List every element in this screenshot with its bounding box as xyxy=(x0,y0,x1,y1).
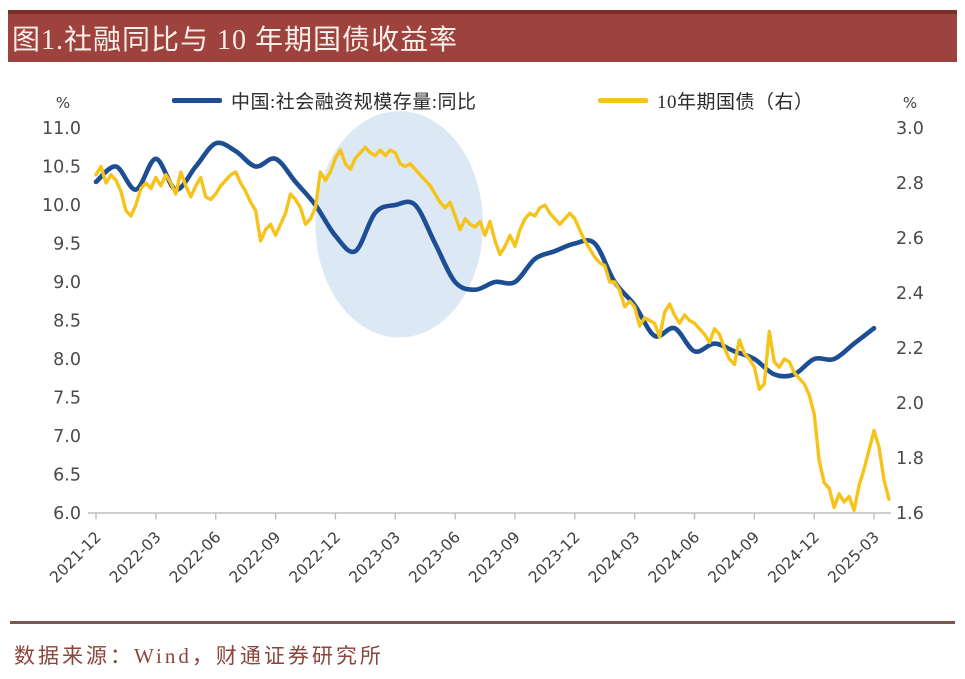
right-axis-unit: % xyxy=(903,94,917,112)
highlight-ellipse xyxy=(315,111,484,338)
x-axis-tick-label: 2023-12 xyxy=(525,528,584,587)
left-axis-tick-label: 10.5 xyxy=(42,158,81,178)
left-axis-tick-label: 6.5 xyxy=(53,466,81,486)
left-axis-tick-label: 6.0 xyxy=(53,504,81,524)
footer-divider xyxy=(10,621,955,624)
x-axis-tick-label: 2024-09 xyxy=(705,528,764,587)
left-axis-tick-label: 7.5 xyxy=(53,389,81,409)
x-axis-tick-label: 2025-03 xyxy=(824,528,883,587)
x-axis-tick-label: 2023-06 xyxy=(405,528,464,587)
right-axis-tick-label: 2.2 xyxy=(896,339,924,359)
left-axis-tick-label: 8.0 xyxy=(53,350,81,370)
chart-canvas: 2021-12 2022-03 2022-06 2022-09 2022-12 2023-… xyxy=(42,94,924,587)
x-axis-tick-label: 2023-03 xyxy=(346,528,405,587)
left-axis-tick-label: 9.5 xyxy=(53,235,81,255)
x-axis-tick-label: 2022-03 xyxy=(106,528,165,587)
x-axis-tick-label: 2022-09 xyxy=(226,528,285,587)
tsf-yoy-line xyxy=(93,140,877,379)
left-axis-unit: % xyxy=(56,94,70,112)
legend-label-cgb10y: 10年期国债（右） xyxy=(657,91,814,113)
x-axis-tick-label: 2022-06 xyxy=(166,528,225,587)
figure-title-bar: 图1.社融同比与 10 年期国债收益率 xyxy=(8,10,957,62)
legend-item-cgb10y: 10年期国债（右） xyxy=(598,86,814,114)
legend-item-tsf-yoy: 中国:社会融资规模存量:同比 xyxy=(172,86,477,114)
x-axis-tick-label: 2023-09 xyxy=(465,528,524,587)
x-axis-tick-label: 2024-06 xyxy=(645,528,704,587)
left-axis-tick-label: 10.0 xyxy=(42,196,81,216)
right-axis-tick-label: 2.0 xyxy=(896,394,924,414)
right-axis-tick-label: 1.6 xyxy=(896,504,924,524)
left-axis-tick-label: 9.0 xyxy=(53,273,81,293)
x-axis-tick-label: 2022-12 xyxy=(286,528,345,587)
right-axis-tick-label: 1.8 xyxy=(896,449,924,469)
right-axis-tick-label: 2.4 xyxy=(896,284,924,304)
left-axis-tick-label: 11.0 xyxy=(42,119,81,139)
right-axis-tick-label: 3.0 xyxy=(896,119,924,139)
cgb10y-line xyxy=(94,145,891,512)
chart-legend: 中国:社会融资规模存量:同比 10年期国债（右） xyxy=(0,86,965,114)
left-axis-tick-label: 7.0 xyxy=(53,427,81,447)
x-axis-tick-label: 2021-12 xyxy=(46,528,105,587)
legend-line-swatch-blue xyxy=(172,97,222,103)
right-axis-tick-label: 2.6 xyxy=(896,229,924,249)
x-axis-tick-label: 2024-12 xyxy=(765,528,824,587)
legend-line-swatch-yellow xyxy=(598,97,648,103)
left-axis-tick-label: 8.5 xyxy=(53,312,81,332)
figure-title: 图1.社融同比与 10 年期国债收益率 xyxy=(12,25,459,56)
data-source: 数据来源：Wind，财通证券研究所 xyxy=(14,644,384,668)
legend-label-tsf-yoy: 中国:社会融资规模存量:同比 xyxy=(231,91,477,113)
x-axis-tick-label: 2024-03 xyxy=(585,528,644,587)
right-axis-tick-label: 2.8 xyxy=(896,174,924,194)
